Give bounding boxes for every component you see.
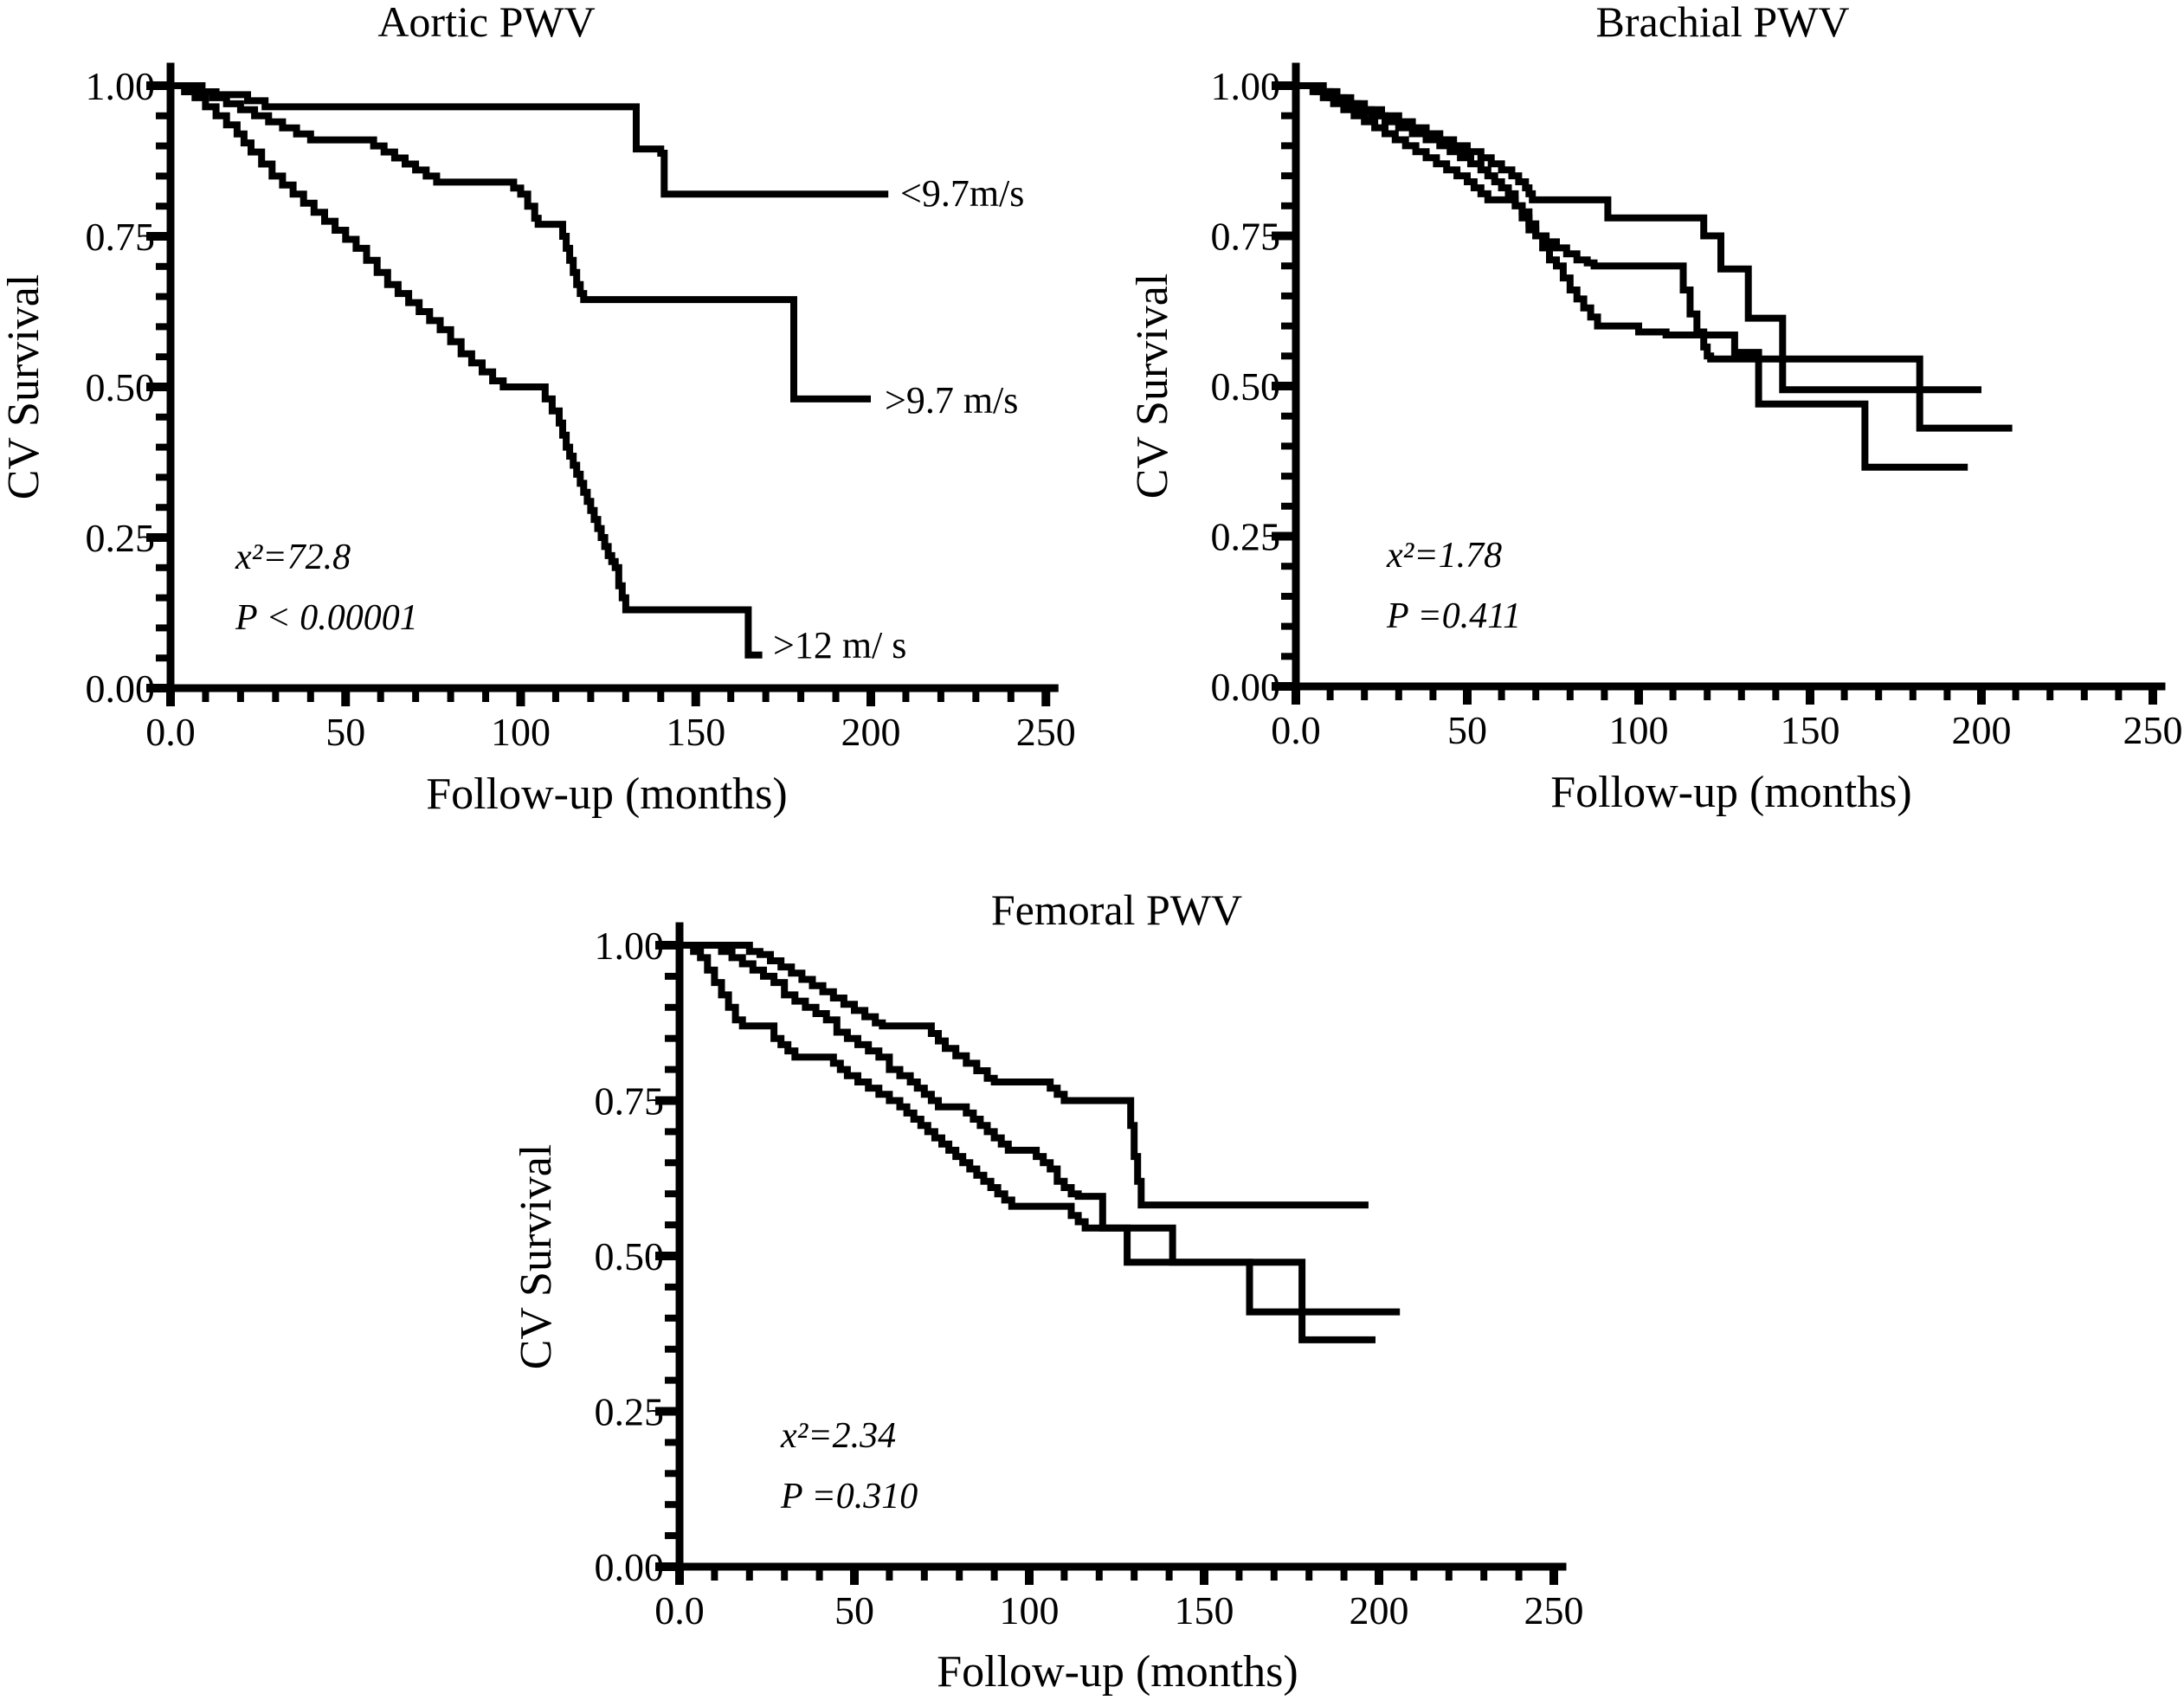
y-tick-label: 1.00	[595, 924, 665, 968]
y-tick-label: 0.50	[86, 365, 156, 409]
x-tick-label: 50	[1447, 708, 1487, 752]
survival-curve-1	[1296, 82, 1981, 394]
x-axis-label: Follow-up (months)	[426, 770, 787, 819]
survival-curve-2	[171, 82, 871, 402]
panel-brachial: 1.00 0.75 0.50 0.25 0.000.0 50 100 150 200 250 Br…	[1128, 0, 2183, 817]
y-tick-label: 0.50	[595, 1234, 665, 1278]
panel-title: Aortic PWV	[377, 0, 595, 46]
x-tick-label: 150	[666, 710, 725, 754]
y-tick-label: 0.00	[595, 1545, 665, 1589]
x-tick-label: 50	[834, 1588, 874, 1632]
panel-dyn-2: 1.00 0.75 0.50 0.25 0.000.0 50 100 150 200 250	[595, 922, 1584, 1632]
y-tick-label: 0.75	[595, 1079, 665, 1124]
x-tick-label: 250	[1524, 1588, 1584, 1632]
survival-curve-2	[680, 942, 1401, 1316]
x-axis-label: Follow-up (months)	[937, 1647, 1298, 1697]
y-tick-label: 0.50	[1211, 364, 1281, 409]
curve-label-gt-12: >12 m/ s	[773, 624, 906, 666]
y-tick-label: 1.00	[86, 64, 156, 108]
y-axis-label: CV Survival	[512, 1144, 561, 1370]
x-tick-label: 200	[1350, 1588, 1409, 1632]
y-axis-label: CV Survival	[0, 274, 48, 500]
y-tick-label: 0.25	[595, 1390, 665, 1434]
x-tick-label: 0.0	[145, 710, 196, 754]
chi-square-stat: x²=2.34	[780, 1416, 896, 1456]
panel-title: Femoral PWV	[991, 885, 1242, 934]
survival-curve-2	[1296, 82, 2013, 432]
survival-curve-3	[680, 942, 1375, 1343]
x-tick-label: 100	[1609, 708, 1669, 752]
panel-aortic: 1.00 0.75 0.50 0.25 0.000.0 50 100 150 200 250 Ao…	[0, 0, 1076, 819]
x-axis-label: Follow-up (months)	[1550, 768, 1911, 817]
x-tick-label: 50	[325, 710, 365, 754]
x-tick-label: 100	[1000, 1588, 1060, 1632]
y-tick-label: 0.00	[1211, 665, 1281, 709]
y-axis-label: CV Survival	[1128, 274, 1177, 499]
panel-dyn-0: 1.00 0.75 0.50 0.25 0.000.0 50 100 150 200 250	[86, 62, 1076, 754]
curve-label-lt-9-7: <9.7m/s	[900, 172, 1024, 215]
panel-title: Brachial PWV	[1596, 0, 1850, 46]
panel-dyn-1: 1.00 0.75 0.50 0.25 0.000.0 50 100 150 200 250	[1211, 62, 2183, 752]
y-tick-label: 0.75	[1211, 215, 1281, 259]
chi-square-stat: x²=1.78	[1386, 536, 1502, 576]
survival-curve-1	[680, 942, 1369, 1209]
y-tick-label: 0.00	[86, 666, 156, 711]
y-tick-label: 0.25	[86, 516, 156, 560]
x-tick-label: 200	[1952, 708, 2012, 752]
x-tick-label: 100	[491, 710, 551, 754]
p-value-stat: P =0.411	[1386, 596, 1521, 636]
x-tick-label: 150	[1175, 1588, 1234, 1632]
x-tick-label: 250	[2123, 708, 2183, 752]
y-tick-label: 1.00	[1211, 64, 1281, 108]
survival-curve-3	[1296, 82, 1968, 471]
panel-femoral: 1.00 0.75 0.50 0.25 0.000.0 50 100 150 200 250 Fe…	[512, 885, 1584, 1697]
x-tick-label: 150	[1781, 708, 1840, 752]
p-value-stat: P < 0.00001	[235, 598, 418, 638]
y-tick-label: 0.25	[1211, 515, 1281, 559]
x-tick-label: 200	[841, 710, 901, 754]
survival-curve-3	[171, 82, 763, 659]
x-tick-label: 0.0	[654, 1588, 705, 1632]
x-tick-label: 250	[1016, 710, 1076, 754]
curve-label-gt-9-7: >9.7 m/s	[885, 379, 1018, 422]
x-tick-label: 0.0	[1271, 708, 1321, 752]
chi-square-stat: x²=72.8	[235, 538, 351, 577]
y-tick-label: 0.75	[86, 215, 156, 259]
p-value-stat: P =0.310	[780, 1477, 918, 1516]
